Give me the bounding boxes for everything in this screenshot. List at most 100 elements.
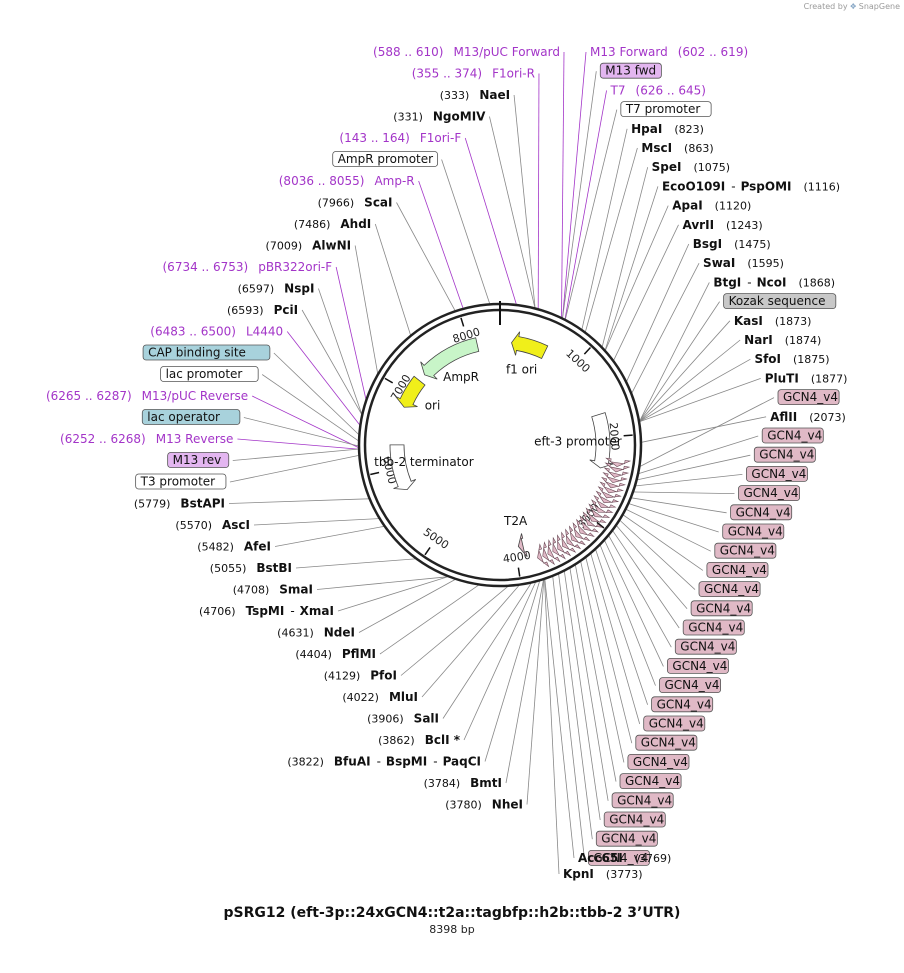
site-label-bfuai: (3822) BfuAI - BspMI - PaqCI xyxy=(287,755,481,769)
enzyme-name: SmaI xyxy=(279,583,313,597)
feature-box xyxy=(332,151,439,167)
site-label-kasi: KasI (1873) xyxy=(734,314,812,328)
leader-line xyxy=(612,530,680,629)
leader-line xyxy=(563,571,601,821)
enzyme-name: PflMI xyxy=(342,647,376,661)
feature-box-label: GCN4_v4 xyxy=(736,505,791,519)
feature-box-label: GCN4_v4 xyxy=(649,717,704,731)
feature-arrow-f1-ori xyxy=(511,331,549,360)
feature-label-eft-3-promoter: eft-3 promoter xyxy=(534,435,622,449)
enzyme-position: (4708) xyxy=(233,584,270,597)
enzyme-name: SfoI xyxy=(754,352,781,366)
site-label-bsgi: BsgI (1475) xyxy=(693,237,771,251)
enzyme-name: AlwNI xyxy=(312,239,351,253)
gcn4-repeat-block xyxy=(557,534,572,557)
feature-box-label: T7 promoter xyxy=(625,102,701,116)
enzyme-name: AvrII xyxy=(683,218,715,232)
enzyme-separator: - xyxy=(747,275,751,289)
enzyme-label: HpaI (823) xyxy=(631,122,704,136)
site-label-gcn4-v4: GCN4_v4 xyxy=(595,830,658,847)
primer-name: T7 xyxy=(610,83,626,97)
site-label-acc65i: Acc65I (3769) xyxy=(578,851,671,865)
enzyme-name: PfoI xyxy=(370,669,397,683)
feature-box-label: GCN4_v4 xyxy=(665,678,720,692)
feature-box xyxy=(627,754,690,770)
gcn4-repeat-block xyxy=(595,490,620,504)
site-label-t7-promoter: T7 promoter xyxy=(620,101,712,117)
leader-line xyxy=(418,180,464,309)
enzyme-separator: - xyxy=(377,755,381,769)
enzyme-position: (1595) xyxy=(747,257,784,270)
primer-name: Amp-R xyxy=(374,174,414,188)
enzyme-label: AvrII (1243) xyxy=(683,218,763,232)
feature-box-label: GCN4_v4 xyxy=(696,601,751,615)
enzyme-separator: - xyxy=(290,604,294,618)
gcn4-repeat-block xyxy=(590,499,614,514)
leader-line xyxy=(619,520,696,590)
feature-box-label: lac promoter xyxy=(166,367,243,381)
enzyme-position: (4022) xyxy=(342,691,379,704)
site-label-f1ori-r: (355 .. 374) F1ori-R xyxy=(412,67,535,81)
leader-line xyxy=(641,416,767,443)
feature-box xyxy=(682,619,745,636)
enzyme-label: SfoI (1875) xyxy=(754,352,829,366)
leader-line xyxy=(562,71,597,318)
feature-box-label: AmpR promoter xyxy=(338,152,433,166)
leader-line xyxy=(316,576,448,590)
leader-line xyxy=(569,568,609,801)
feature-box xyxy=(588,850,650,866)
site-label-gcn4-v4: GCN4_v4 xyxy=(611,792,674,809)
leader-line xyxy=(585,557,633,744)
enzyme-label: (4708) SmaI xyxy=(233,583,313,597)
leader-line xyxy=(464,137,517,305)
feature-box xyxy=(738,485,800,502)
feature-box-label: lac operator xyxy=(147,410,220,424)
leader-line xyxy=(526,580,545,805)
primer-name: F1ori-F xyxy=(420,131,461,145)
site-label-gcn4-v4: GCN4_v4 xyxy=(619,773,682,789)
site-label-t7: T7 (626 .. 645) xyxy=(610,83,706,97)
primer-name: L4440 xyxy=(246,325,283,339)
plasmid-title: pSRG12 (eft-3p::24xGCN4::t2a::tagbfp::h2… xyxy=(223,905,681,921)
primer-name: M13 Reverse xyxy=(156,432,234,446)
feature-label-ori: ori xyxy=(425,398,441,412)
enzyme-position: (2073) xyxy=(809,411,846,424)
enzyme-name: ApaI xyxy=(672,199,702,213)
enzyme-label: (5055) BstBI xyxy=(210,561,292,575)
site-label-m13-forward: M13 Forward (602 .. 619) xyxy=(590,45,748,59)
leader-line xyxy=(608,535,672,648)
enzyme-name: NarI xyxy=(744,333,773,347)
enzyme-position: (3780) xyxy=(445,799,482,812)
enzyme-position: (1475) xyxy=(734,238,771,251)
feature-box xyxy=(714,542,777,559)
leader-line xyxy=(237,438,359,450)
enzyme-name: BsgI xyxy=(693,237,722,251)
site-label-nspi: (6597) NspI xyxy=(238,282,315,296)
gcn4-repeat-block xyxy=(602,472,628,484)
primer-range: (8036 .. 8055) xyxy=(279,174,365,188)
primer-label: (588 .. 610) M13/pUC Forward xyxy=(373,45,560,59)
gcn4-repeat-block xyxy=(604,462,631,473)
leader-line xyxy=(301,309,362,415)
leader-line xyxy=(613,224,679,361)
leader-line xyxy=(604,540,664,667)
enzyme-label: (4129) PfoI xyxy=(324,669,397,683)
site-label-gcn4-v4: GCN4_v4 xyxy=(690,600,753,617)
leader-line xyxy=(421,585,520,698)
feature-box-label: GCN4_v4 xyxy=(672,659,727,673)
feature-box-label: GCN4_v4 xyxy=(680,640,735,654)
primer-label: (6265 .. 6287) M13/pUC Reverse xyxy=(46,389,248,403)
feature-box xyxy=(698,581,761,597)
credit-brand: SnapGene xyxy=(858,2,900,11)
enzyme-name: PaqCI xyxy=(443,755,481,769)
enzyme-label: (5779) BstAPI xyxy=(134,497,225,511)
site-label-gcn4-v4: GCN4_v4 xyxy=(714,542,777,559)
leader-line xyxy=(337,576,448,612)
site-label-gcn4-v4: GCN4_v4 xyxy=(730,504,793,521)
primer-label: (355 .. 374) F1ori-R xyxy=(412,67,535,81)
gcn4-repeat-block xyxy=(603,467,630,478)
enzyme-label: (5482) AfeI xyxy=(197,540,271,554)
enzyme-position: (863) xyxy=(684,142,714,155)
feature-box-label: Kozak sequence xyxy=(729,294,826,308)
